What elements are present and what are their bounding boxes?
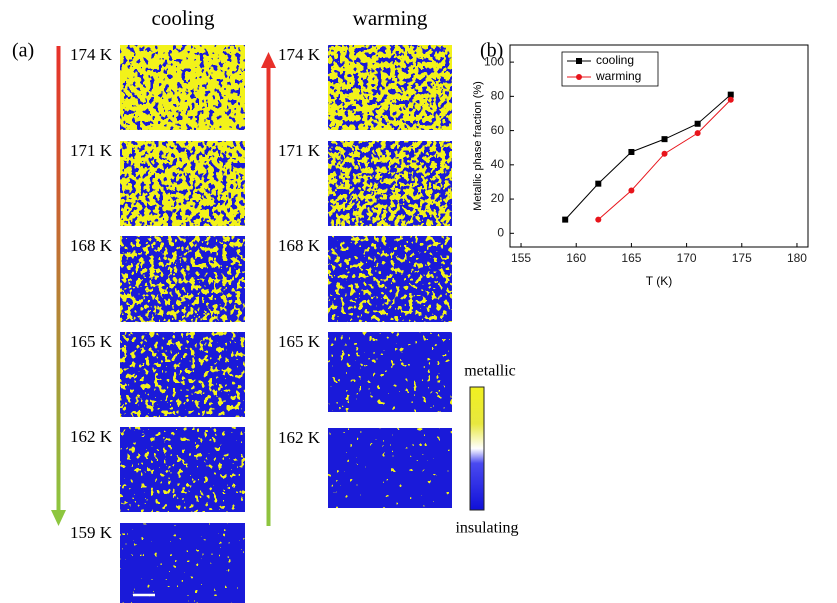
y-tick-label: 40 bbox=[491, 157, 505, 171]
plot-frame bbox=[509, 44, 809, 248]
x-tick-label: 155 bbox=[511, 251, 531, 265]
data-point bbox=[694, 120, 701, 127]
temperature-label: 171 K bbox=[278, 141, 321, 160]
arrow-head bbox=[51, 510, 66, 526]
x-tick-label: 170 bbox=[677, 251, 697, 265]
map-image bbox=[328, 236, 452, 322]
temperature-label: 162 K bbox=[278, 428, 321, 447]
data-point bbox=[661, 136, 668, 143]
legend-box bbox=[561, 51, 659, 87]
colorbar-label: insulating bbox=[455, 520, 518, 537]
colorbar bbox=[469, 386, 485, 511]
temperature-label: 159 K bbox=[70, 523, 113, 542]
data-point bbox=[562, 216, 569, 223]
colorbar-label: metallic bbox=[464, 363, 516, 380]
map-image bbox=[328, 45, 452, 130]
y-tick-label: 80 bbox=[491, 89, 505, 103]
y-tick-label: 0 bbox=[497, 225, 504, 239]
panel-label: (a) bbox=[12, 40, 34, 62]
cooling-arrow bbox=[56, 46, 61, 512]
map-image bbox=[120, 332, 245, 417]
legend-label: warming bbox=[595, 69, 641, 83]
legend-label: cooling bbox=[596, 53, 634, 67]
temperature-label: 165 K bbox=[70, 332, 113, 351]
y-tick-label: 20 bbox=[491, 191, 505, 205]
data-point bbox=[595, 216, 602, 223]
map-image bbox=[328, 141, 452, 226]
map-image bbox=[120, 427, 245, 512]
map-image bbox=[120, 236, 245, 322]
temperature-label: 162 K bbox=[70, 427, 113, 446]
x-tick-label: 165 bbox=[621, 251, 641, 265]
arrow-head bbox=[261, 52, 276, 68]
map-image bbox=[328, 428, 452, 508]
y-tick-label: 100 bbox=[484, 54, 504, 68]
data-point bbox=[694, 130, 701, 137]
temperature-label: 165 K bbox=[278, 332, 321, 351]
data-point bbox=[628, 187, 635, 194]
map-image bbox=[120, 141, 245, 226]
data-point bbox=[727, 96, 734, 103]
legend-marker bbox=[576, 58, 582, 64]
chart: 155 160 165 170 175 180 0 20 40 60 80 100 T (K) Metal… bbox=[472, 44, 809, 288]
x-tick-label: 160 bbox=[566, 251, 586, 265]
temperature-label: 171 K bbox=[70, 141, 113, 160]
temperature-label: 174 K bbox=[70, 45, 113, 64]
data-point bbox=[628, 148, 635, 155]
y-tick-label: 60 bbox=[491, 123, 505, 137]
x-tick-label: 175 bbox=[732, 251, 752, 265]
panel-label: (b) bbox=[480, 40, 503, 62]
data-point bbox=[661, 150, 668, 157]
series-line bbox=[597, 99, 732, 220]
data-point bbox=[727, 91, 734, 98]
temperature-label: 168 K bbox=[70, 236, 113, 255]
column-title: cooling bbox=[152, 6, 215, 30]
column-title: warming bbox=[353, 6, 428, 30]
x-tick-label: 180 bbox=[787, 251, 807, 265]
data-point bbox=[595, 180, 602, 187]
map-image bbox=[120, 523, 245, 603]
x-axis-label: T (K) bbox=[646, 274, 672, 288]
temperature-label: 174 K bbox=[278, 45, 321, 64]
y-axis-label: Metallic phase fraction (%) bbox=[472, 81, 484, 211]
maps: 174 K 171 K 168 K 165 K 162 K 159 K 174 K 171 K… bbox=[70, 45, 452, 603]
warming-arrow bbox=[266, 66, 271, 526]
series-line bbox=[564, 94, 732, 220]
map-image bbox=[120, 45, 245, 130]
temperature-label: 168 K bbox=[278, 236, 321, 255]
map-image bbox=[328, 332, 452, 412]
legend-marker bbox=[576, 74, 582, 80]
